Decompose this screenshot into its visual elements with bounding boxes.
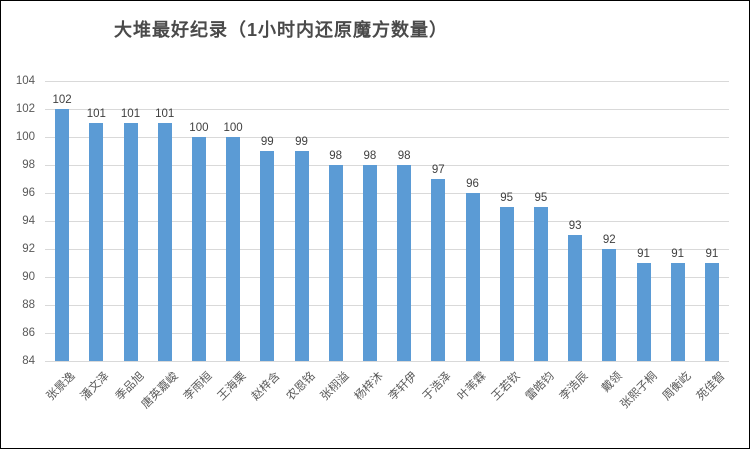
- y-axis-tick-label: 86: [22, 327, 35, 339]
- x-axis-tick-label: 于浩泽: [421, 370, 454, 404]
- data-label: 100: [189, 122, 209, 134]
- x-axis-tick-label: 李雨桓: [181, 370, 215, 404]
- data-label: 91: [637, 248, 650, 260]
- bar: [636, 263, 651, 361]
- x-axis-tick-label: 雷皓钧: [523, 370, 557, 404]
- x-axis-tick-label: 李浩辰: [557, 370, 591, 404]
- bar: [431, 179, 446, 361]
- data-label: 101: [155, 108, 175, 120]
- bar: [55, 109, 70, 361]
- bar: [328, 165, 343, 361]
- y-axis-tick-label: 104: [15, 75, 35, 87]
- data-label: 93: [568, 220, 582, 232]
- x-axis-tick-label: 李轩伊: [386, 370, 420, 404]
- data-label: 91: [671, 248, 685, 260]
- bar: [294, 151, 309, 361]
- gridline: [45, 277, 729, 278]
- gridline: [45, 221, 729, 222]
- x-axis-tick-label: 周衡屹: [660, 370, 694, 404]
- gridline: [45, 249, 729, 250]
- data-label: 99: [295, 136, 308, 148]
- data-label: 95: [500, 192, 514, 204]
- bar: [362, 165, 377, 361]
- x-axis-tick-label: 杨梓沐: [352, 370, 386, 404]
- bar: [568, 235, 583, 361]
- data-label: 98: [329, 150, 343, 162]
- y-axis-tick-label: 98: [22, 159, 35, 171]
- y-axis-tick-label: 92: [22, 243, 35, 255]
- y-axis-tick-label: 90: [22, 271, 35, 283]
- data-label: 98: [397, 150, 411, 162]
- gridline: [45, 137, 729, 138]
- gridline: [45, 109, 729, 110]
- bar: [704, 263, 719, 361]
- x-axis-tick-label: 张栩溢: [318, 370, 352, 404]
- data-label: 102: [52, 94, 72, 106]
- y-axis-tick-label: 96: [22, 187, 35, 199]
- bar: [89, 123, 104, 361]
- data-label: 96: [466, 178, 479, 190]
- y-axis-tick-label: 100: [15, 131, 35, 143]
- y-axis-tick-label: 84: [22, 355, 35, 367]
- bar: [397, 165, 412, 361]
- x-axis-tick-label: 苑佳智: [694, 370, 728, 404]
- bar: [123, 123, 138, 361]
- data-label: 95: [534, 192, 548, 204]
- y-axis-tick-label: 102: [15, 103, 35, 115]
- x-axis-tick-label: 戴领: [600, 370, 625, 395]
- bar: [191, 137, 206, 361]
- gridline: [45, 333, 729, 334]
- data-label: 101: [120, 108, 141, 120]
- y-axis-tick-label: 94: [22, 215, 35, 227]
- data-label: 91: [705, 248, 719, 260]
- chart-title: 大堆最好纪录（1小时内还原魔方数量）: [114, 20, 449, 40]
- data-label: 92: [602, 234, 616, 246]
- x-axis-tick-label: 农恩铭: [284, 370, 318, 404]
- bar: [465, 193, 480, 361]
- gridline: [45, 165, 729, 166]
- bar: [157, 123, 172, 361]
- gridline: [45, 193, 729, 194]
- data-label: 97: [431, 164, 445, 176]
- gridline: [45, 81, 729, 82]
- x-axis-tick-label: 王海栗: [215, 370, 249, 404]
- x-axis-tick-label: 张熙子桐: [618, 370, 660, 412]
- plot-area: 102 101 101 101 100 100 99 99 98 98 98 97 96 95 95 93 92…: [45, 81, 729, 362]
- bar: [260, 151, 275, 361]
- data-label: 101: [86, 108, 106, 120]
- data-label: 99: [260, 136, 274, 148]
- x-axis-tick-label: 叶苇霖: [455, 370, 489, 404]
- x-axis-tick-label: 赵梓含: [250, 370, 283, 404]
- x-axis-tick-label: 潘文泽: [79, 370, 112, 404]
- data-label: 100: [223, 122, 243, 134]
- bar: [499, 207, 514, 361]
- bar: [226, 137, 241, 361]
- data-label: 98: [363, 150, 377, 162]
- bar: [533, 207, 548, 361]
- gridline: [45, 361, 729, 362]
- gridline: [45, 305, 729, 306]
- x-axis-tick-label: 张景逸: [44, 370, 78, 404]
- x-axis-tick-label: 王若钦: [489, 370, 523, 404]
- bar: [670, 263, 685, 361]
- y-axis-tick-label: 88: [22, 299, 35, 311]
- bar: [602, 249, 617, 361]
